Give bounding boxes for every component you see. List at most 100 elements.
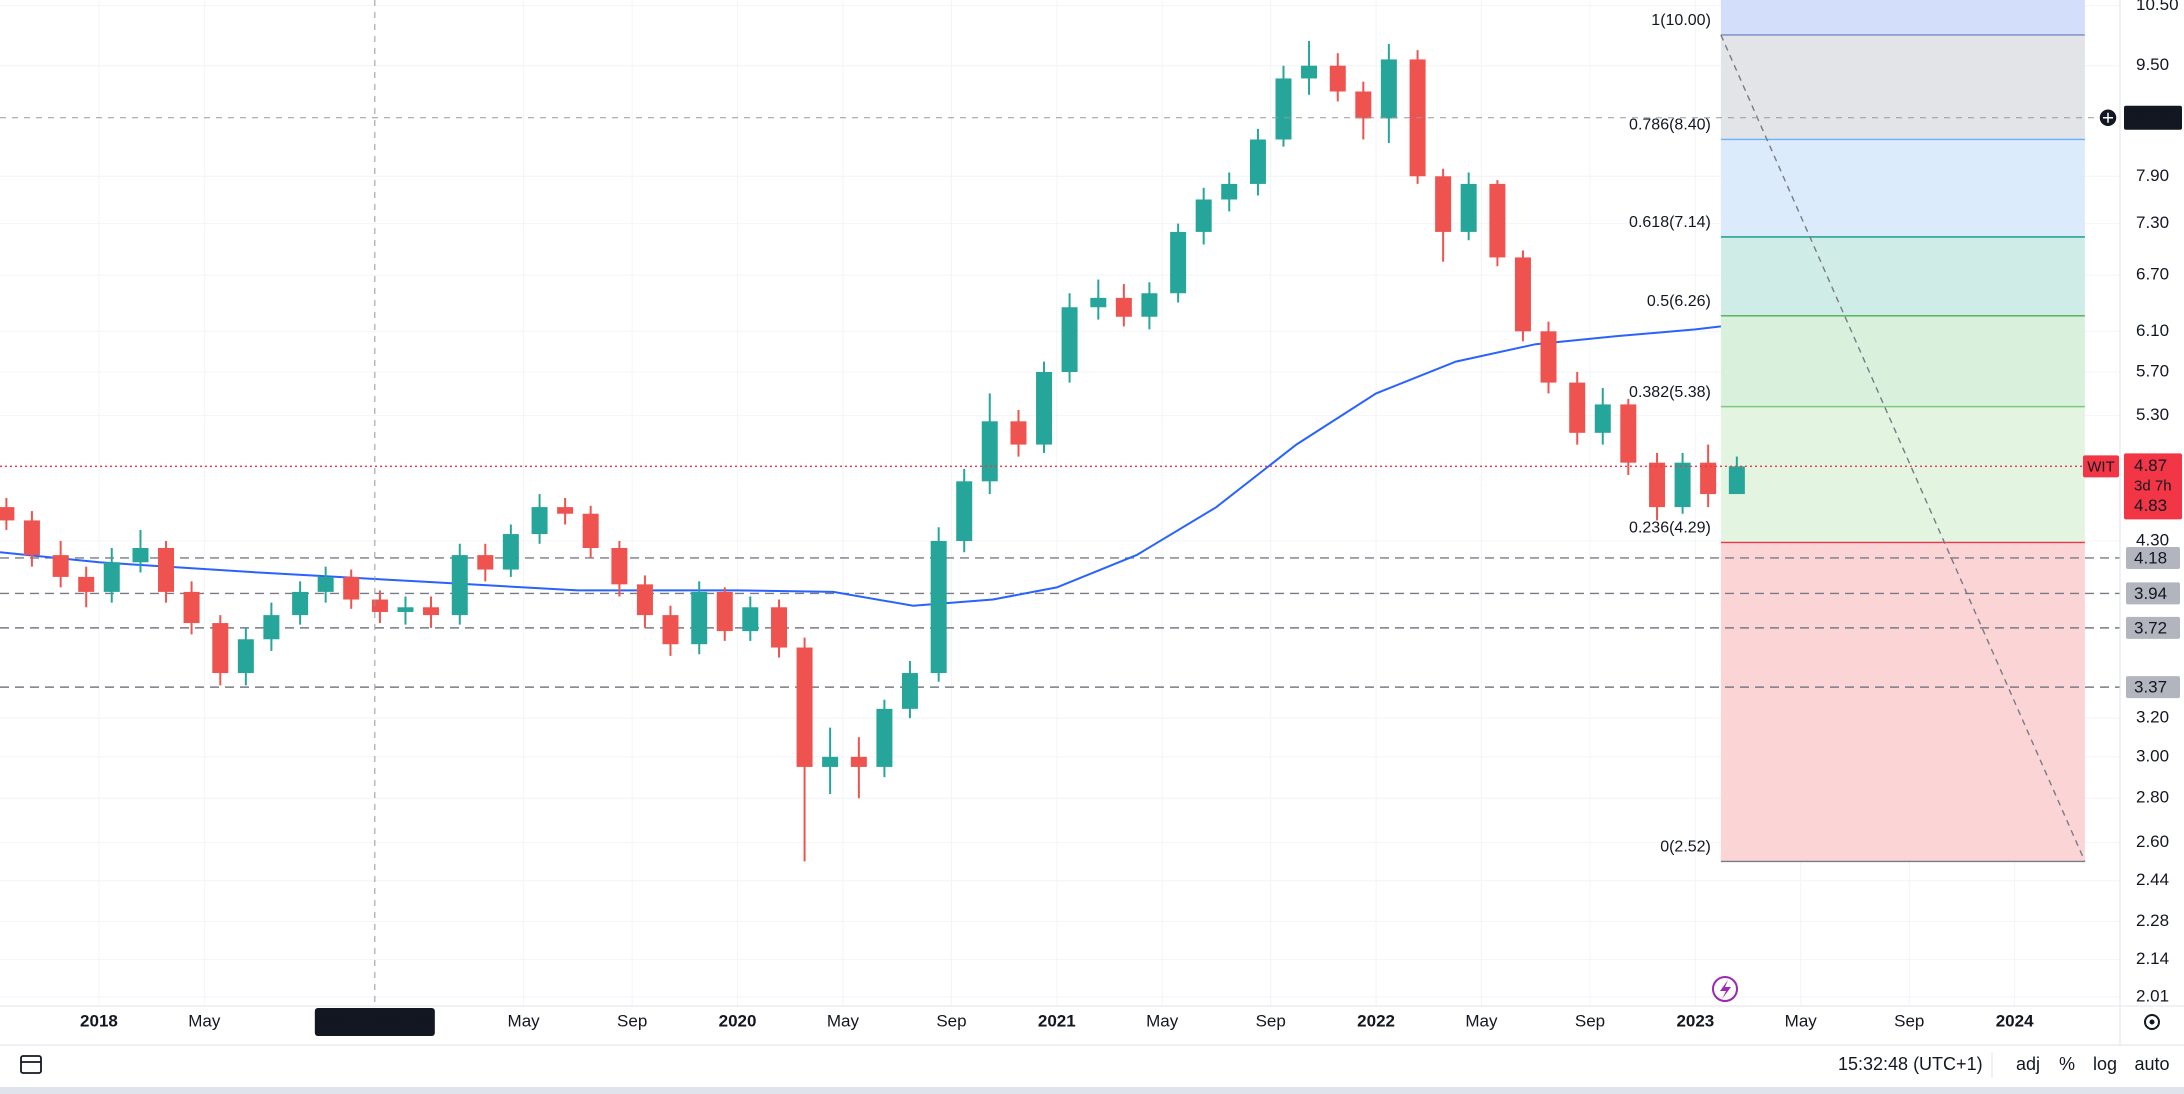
fib-level-label: 0.236(4.29): [1629, 520, 1711, 537]
crosshair-price-box: [2124, 105, 2182, 130]
candle-body: [1090, 297, 1107, 308]
x-tick-label: 2023: [1676, 1011, 1714, 1030]
x-tick-label: May: [508, 1011, 541, 1030]
candle-body: [212, 623, 229, 674]
candle-body: [292, 591, 309, 616]
candle-body: [423, 607, 440, 616]
settings-hub: [2149, 1019, 2155, 1025]
bid-label: 4.83: [2134, 496, 2167, 515]
price-label-box: [2126, 582, 2180, 605]
y-tick-label: 9.50: [2136, 55, 2169, 74]
candle-body: [611, 548, 628, 585]
candle-body: [1649, 462, 1666, 508]
countdown-label: 3d 7h: [2134, 477, 2172, 494]
candle-body: [1728, 466, 1745, 495]
fib-level-label: 0.382(5.38): [1629, 384, 1711, 401]
candle-body: [1435, 176, 1452, 232]
price-label: 3.94: [2134, 584, 2167, 603]
toolbar-button[interactable]: adj: [2016, 1054, 2040, 1074]
candle-body: [1329, 65, 1346, 92]
fib-level-label: 1(10.00): [1651, 12, 1711, 29]
candle-body: [397, 607, 414, 612]
candle-body: [1010, 421, 1027, 445]
settings-icon[interactable]: [2144, 1014, 2160, 1030]
fib-zone: [1720, 139, 2085, 237]
x-tick-label: May: [1146, 1011, 1179, 1030]
candle-body: [263, 615, 280, 640]
y-tick-label: 2.14: [2136, 949, 2169, 968]
x-tick-label: 2024: [1996, 1011, 2034, 1030]
candle-body: [78, 576, 95, 592]
fib-level-label: 0.618(7.14): [1629, 214, 1711, 231]
symbol-label-box: [2083, 455, 2119, 478]
fib-level-label: 0(2.52): [1660, 839, 1711, 856]
last-price-label: 4.87: [2134, 456, 2167, 475]
crosshair-price-label: 8.71: [2136, 108, 2169, 127]
candle-body: [1540, 331, 1557, 383]
candle-body: [796, 647, 813, 767]
trend-line: [1720, 34, 2086, 862]
price-label: 3.72: [2134, 618, 2167, 637]
candle-body: [103, 562, 120, 592]
candle-body: [742, 607, 759, 632]
x-tick-label: May: [188, 1011, 221, 1030]
candle-body: [636, 584, 653, 616]
candle-body: [1674, 462, 1691, 508]
x-tick-label: Sep: [1894, 1011, 1924, 1030]
x-tick-label: May: [1785, 1011, 1818, 1030]
candle-body: [956, 481, 973, 541]
candle-body: [1141, 293, 1158, 317]
fib-zone: [1720, 406, 2085, 543]
fib-level-label: 0.786(8.40): [1629, 117, 1711, 134]
candle-body: [477, 555, 494, 570]
y-tick-label: 2.60: [2136, 832, 2169, 851]
toolbar-button[interactable]: auto: [2134, 1054, 2169, 1074]
bottom-strip: [0, 1087, 2184, 1094]
moving-average: [0, 325, 1722, 607]
fib-zone: [1720, 236, 2085, 316]
x-tick-label: Sep: [617, 1011, 647, 1030]
candle-body: [371, 599, 388, 612]
y-tick-label: 7.90: [2136, 166, 2169, 185]
fib-zone: [1720, 315, 2085, 407]
toolbar-button[interactable]: %: [2059, 1054, 2075, 1074]
y-tick-label: 2.28: [2136, 911, 2169, 930]
candle-body: [930, 540, 947, 674]
candle-body: [1355, 91, 1372, 119]
price-label-box: [2126, 546, 2180, 569]
candle-body: [1569, 382, 1586, 433]
candle-body: [1036, 371, 1053, 445]
candle-body: [1115, 297, 1132, 317]
candle-body: [1061, 307, 1078, 372]
fib-zone: [1720, 34, 2085, 140]
candle-body: [317, 576, 334, 592]
y-tick-label: 2.44: [2136, 870, 2169, 889]
price-label-box: [2126, 676, 2180, 699]
y-tick-label: 2.01: [2136, 986, 2169, 1005]
last-price-box: [2124, 453, 2182, 520]
x-tick-label: 2020: [719, 1011, 757, 1030]
lightning-icon[interactable]: [1712, 976, 1738, 1002]
y-tick-label: 5.30: [2136, 405, 2169, 424]
candle-body: [502, 534, 519, 570]
candle-body: [901, 673, 918, 709]
y-tick-label: 3.20: [2136, 708, 2169, 727]
candle-body: [1620, 404, 1637, 463]
candle-body: [1380, 59, 1397, 119]
candle-body: [981, 421, 998, 482]
candle-body: [183, 591, 200, 624]
calendar-icon[interactable]: [20, 1055, 42, 1074]
price-label: 4.18: [2134, 548, 2167, 567]
candle-body: [1221, 183, 1238, 200]
candle-body: [1489, 183, 1506, 258]
x-tick-label: May: [1465, 1011, 1498, 1030]
candle-body: [1460, 183, 1477, 232]
y-tick-label: 10.50: [2136, 0, 2179, 14]
candle-body: [1514, 257, 1531, 332]
toolbar-button[interactable]: log: [2093, 1054, 2117, 1074]
candle-body: [1700, 462, 1717, 495]
candle-body: [158, 548, 175, 592]
add-alert-plus[interactable]: [2103, 112, 2113, 123]
